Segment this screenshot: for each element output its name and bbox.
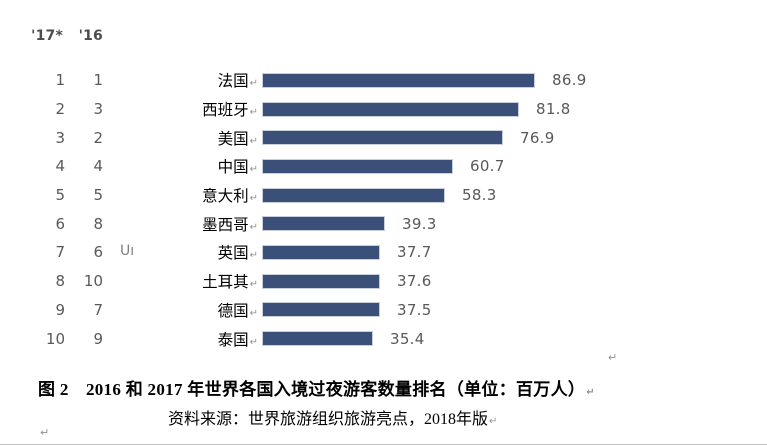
paragraph-mark-icon: ↵	[586, 387, 595, 398]
bar	[262, 331, 373, 347]
country-cell: 中国↵	[103, 155, 258, 177]
rank-2016: 10	[83, 272, 103, 291]
value-label: 81.8	[536, 100, 571, 119]
rank-2017: 6	[55, 214, 65, 233]
paragraph-mark-icon: ↵	[40, 426, 50, 439]
paragraph-mark-icon: ↵	[249, 250, 258, 262]
caption-source-text: 资料来源：世界旅游组织旅游亮点，2018年版	[168, 411, 489, 428]
paragraph-mark-icon: ↵	[249, 107, 258, 119]
paragraph-mark-icon: ↵	[249, 221, 258, 233]
rank-2017: 3	[55, 128, 65, 147]
value-label: 60.7	[470, 157, 505, 176]
figure-caption: 图 2 2016 和 2017 年世界各国入境过夜游客数量排名（单位：百万人）↵…	[0, 375, 767, 429]
country-label: 中国	[217, 159, 249, 177]
rank-2016: 5	[93, 186, 103, 205]
value-label: 37.7	[397, 243, 432, 262]
country-label: 西班牙	[202, 102, 249, 120]
country-cell: 土耳其↵	[103, 270, 258, 292]
bar	[262, 158, 453, 174]
bar	[262, 302, 380, 318]
rank-header-2017: '17*	[31, 28, 63, 44]
value-label: 35.4	[390, 329, 425, 348]
rank-2017: 9	[55, 300, 65, 319]
rank-2016: 9	[93, 329, 103, 348]
value-label: 58.3	[462, 186, 497, 205]
chart-row: 8 10 土耳其↵ 37.6	[0, 267, 767, 296]
paragraph-mark-icon: ↵	[249, 164, 258, 176]
bar	[262, 101, 519, 117]
chart-row: 5 5 意大利↵ 58.3	[0, 181, 767, 210]
country-label: 土耳其	[202, 274, 249, 292]
country-label: 墨西哥	[202, 216, 249, 234]
bar	[262, 244, 380, 260]
chart-row: 7 6 Uı 英国↵ 37.7	[0, 238, 767, 267]
value-label: 39.3	[402, 214, 437, 233]
chart-row: 3 2 美国↵ 76.9	[0, 123, 767, 152]
rank-header-2016: '16	[78, 28, 103, 44]
rank-2016: 4	[93, 157, 103, 176]
bar	[262, 130, 503, 146]
paragraph-mark-icon: ↵	[249, 78, 258, 90]
rank-2017: 8	[55, 272, 65, 291]
bar	[262, 187, 445, 203]
country-label: 美国	[217, 130, 249, 148]
value-label: 37.6	[397, 272, 432, 291]
chart-row: 9 7 德国↵ 37.5	[0, 296, 767, 325]
rank-2017: 5	[55, 186, 65, 205]
value-label: 86.9	[552, 71, 587, 90]
paragraph-mark-icon: ↵	[608, 351, 618, 364]
country-label: 意大利	[202, 188, 249, 206]
value-label: 37.5	[397, 300, 432, 319]
country-cell: 意大利↵	[103, 184, 258, 206]
chart-row: 10 9 泰国↵ 35.4	[0, 324, 767, 353]
country-label: 泰国	[217, 331, 249, 349]
chart-row: 6 8 墨西哥↵ 39.3	[0, 209, 767, 238]
rank-2017: 7	[55, 243, 65, 262]
paragraph-mark-icon: ↵	[249, 279, 258, 291]
country-cell: 法国↵	[103, 69, 258, 91]
country-label: 德国	[217, 302, 249, 320]
rank-2017: 10	[45, 329, 65, 348]
country-cell: 德国↵	[103, 299, 258, 321]
chart-rows: 1 1 法国↵ 86.9 2 3 西班牙↵ 81.8 3 2 美国↵ 76.9 …	[0, 66, 767, 353]
rank-2016: 3	[93, 100, 103, 119]
chart-row: 1 1 法国↵ 86.9	[0, 66, 767, 95]
paragraph-mark-icon: ↵	[249, 336, 258, 348]
clipped-text-remnant: Uı	[120, 243, 135, 260]
chart-row: 2 3 西班牙↵ 81.8	[0, 95, 767, 124]
rank-2017: 4	[55, 157, 65, 176]
rank-2016: 8	[93, 214, 103, 233]
paragraph-mark-icon: ↵	[249, 135, 258, 147]
country-cell: 泰国↵	[103, 328, 258, 350]
bar	[262, 273, 380, 289]
bar	[262, 72, 535, 88]
country-cell: 墨西哥↵	[103, 213, 258, 235]
bar	[262, 216, 385, 232]
rank-2016: 7	[93, 300, 103, 319]
rank-header: '17* '16	[0, 28, 103, 44]
rank-2017: 1	[55, 71, 65, 90]
country-label: 法国	[217, 73, 249, 91]
rank-2016: 6	[93, 243, 103, 262]
caption-title: 图 2 2016 和 2017 年世界各国入境过夜游客数量排名（单位：百万人）↵	[0, 375, 767, 400]
country-cell: 美国↵	[103, 127, 258, 149]
value-label: 76.9	[520, 128, 555, 147]
rank-2016: 2	[93, 128, 103, 147]
caption-title-text: 图 2 2016 和 2017 年世界各国入境过夜游客数量排名（单位：百万人）	[38, 380, 586, 399]
rank-2016: 1	[93, 71, 103, 90]
country-cell: 西班牙↵	[103, 98, 258, 120]
rank-2017: 2	[55, 100, 65, 119]
paragraph-mark-icon: ↵	[249, 193, 258, 205]
caption-source: 资料来源：世界旅游组织旅游亮点，2018年版↵	[0, 405, 767, 429]
country-label: 英国	[217, 245, 249, 263]
country-cell: Uı 英国↵	[103, 241, 258, 263]
paragraph-mark-icon: ↵	[489, 416, 498, 427]
chart-row: 4 4 中国↵ 60.7	[0, 152, 767, 181]
paragraph-mark-icon: ↵	[249, 307, 258, 319]
